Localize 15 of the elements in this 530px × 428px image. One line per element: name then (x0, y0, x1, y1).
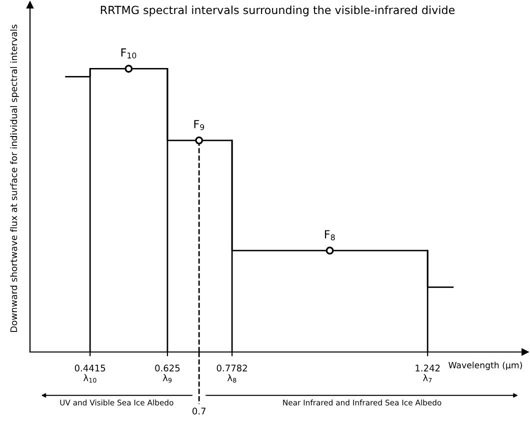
x-tick-label: 0.4415 (74, 364, 106, 372)
annotation: F$_{9}$ (194, 120, 204, 130)
ref-line-label: λ$_{7}$ (422, 374, 432, 383)
ref-line-label: λ$_{9}$ (162, 374, 172, 383)
chart-title: RRTMG spectral intervals surrounding the visible-infrared divide (100, 6, 455, 16)
ref-line-label: λ$_{10}$ (83, 374, 96, 383)
ref-line-label: 0.7 (192, 408, 206, 415)
annotation: F$_{8}$ (324, 230, 335, 240)
x-tick-label: 0.625 (155, 364, 180, 372)
ref-line-label: λ$_{8}$ (227, 374, 236, 383)
y-axis-title: Downward shortwave flux at surface for individual spectral intervals (10, 24, 19, 332)
x-tick-label: 1.242 (416, 364, 440, 372)
annotation: F$_{10}$ (121, 48, 136, 58)
x-tick-label: 0.7782 (216, 364, 247, 372)
x-axis-title: Wavelength (μm) (448, 362, 522, 370)
